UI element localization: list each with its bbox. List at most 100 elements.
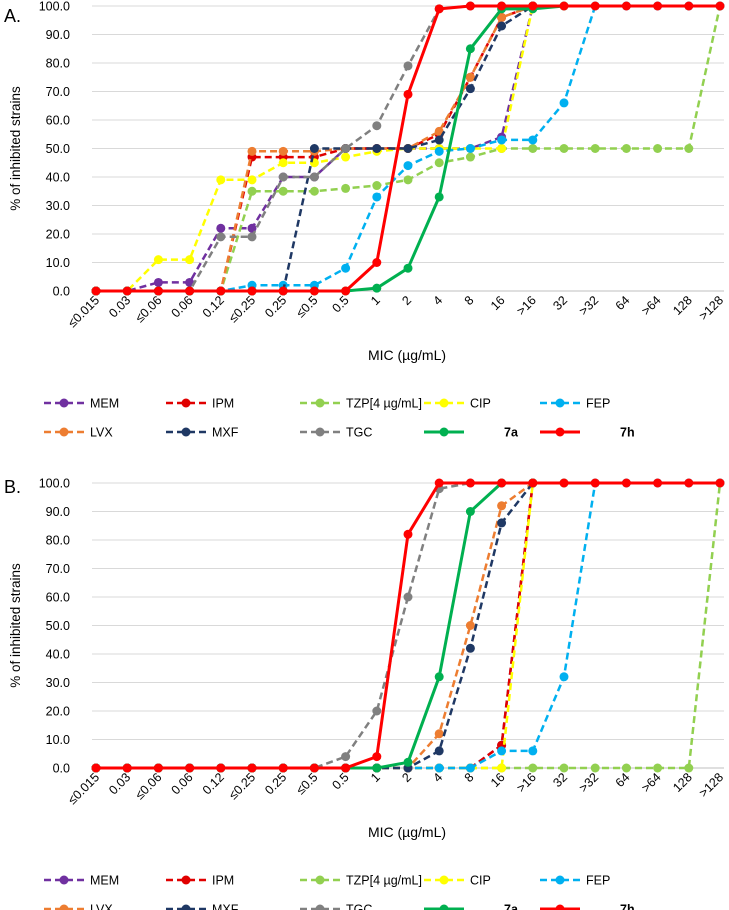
- x-tick-label: 2: [399, 770, 414, 785]
- x-tick-label: ≤0.25: [226, 770, 258, 802]
- data-point: [278, 158, 288, 168]
- data-point: [528, 144, 538, 153]
- x-tick-label: ≤0.25: [226, 293, 258, 325]
- y-tick-label: 80.0: [46, 57, 70, 71]
- legend-item: FEP: [540, 397, 610, 411]
- data-point: [465, 152, 475, 162]
- legend-label: 7h: [620, 426, 635, 440]
- data-point: [497, 144, 507, 153]
- data-point: [247, 763, 257, 773]
- x-tick-label: 8: [462, 770, 477, 785]
- x-tick-label: >64: [639, 770, 664, 795]
- data-point: [403, 144, 413, 153]
- data-point: [216, 286, 226, 296]
- legend-label: TZP[4 µg/mL]: [346, 397, 422, 411]
- legend-item: LVX: [44, 426, 113, 440]
- y-tick-label: 70.0: [46, 562, 70, 576]
- data-point: [403, 592, 413, 602]
- data-point: [216, 232, 226, 242]
- data-point: [465, 72, 475, 82]
- x-tick-label: >16: [514, 293, 539, 318]
- x-tick-label: 0.5: [330, 770, 352, 792]
- data-point: [528, 478, 538, 488]
- legend-label: LVX: [90, 426, 113, 440]
- x-tick-label: 128: [670, 770, 695, 795]
- x-tick-label: ≤0.5: [293, 770, 320, 797]
- legend-label: FEP: [586, 397, 610, 411]
- x-tick-label: 0.03: [106, 770, 133, 797]
- legend-item: 7a: [424, 903, 519, 910]
- data-point: [278, 146, 288, 156]
- data-point: [653, 763, 663, 773]
- legend-item: CIP: [424, 397, 491, 411]
- data-point: [372, 258, 382, 267]
- x-tick-label: 2: [399, 293, 414, 308]
- data-point: [372, 763, 382, 773]
- data-point: [559, 478, 569, 488]
- legend-item: 7h: [540, 426, 635, 440]
- legend-label: MXF: [212, 426, 239, 440]
- data-point: [715, 478, 725, 488]
- x-tick-label: 32: [550, 293, 570, 313]
- legend-marker: [315, 875, 325, 885]
- legend-marker: [59, 398, 69, 408]
- data-point: [309, 144, 319, 153]
- legend-label: 7a: [504, 426, 519, 440]
- data-point: [91, 763, 101, 773]
- data-point: [715, 1, 725, 11]
- x-tick-label: 0.06: [169, 293, 196, 320]
- data-point: [216, 175, 226, 185]
- x-tick-label: 16: [488, 293, 508, 313]
- data-point: [403, 161, 413, 171]
- x-tick-label: 64: [613, 770, 633, 790]
- legend-label: MEM: [90, 397, 119, 411]
- legend-marker: [181, 875, 191, 885]
- y-tick-label: 0.0: [53, 762, 70, 776]
- x-tick-label: 0.06: [169, 770, 196, 797]
- data-point: [653, 1, 663, 11]
- data-point: [403, 61, 413, 71]
- x-tick-label: 1: [368, 770, 383, 785]
- panel-label: B.: [4, 477, 21, 497]
- legend-label: CIP: [470, 874, 491, 888]
- y-tick-label: 30.0: [46, 199, 70, 213]
- data-point: [91, 286, 101, 296]
- data-point: [434, 126, 444, 136]
- data-point: [341, 263, 351, 273]
- data-point: [247, 175, 257, 185]
- data-point: [465, 621, 475, 630]
- legend-label: TZP[4 µg/mL]: [346, 874, 422, 888]
- legend-marker: [439, 427, 449, 437]
- data-point: [497, 21, 507, 31]
- data-point: [372, 283, 382, 293]
- data-point: [122, 763, 132, 773]
- data-point: [621, 478, 631, 488]
- data-point: [465, 1, 475, 11]
- legend-label: LVX: [90, 903, 113, 910]
- legend-marker: [555, 875, 565, 885]
- legend-marker: [59, 875, 69, 885]
- data-point: [403, 529, 413, 539]
- y-tick-label: 70.0: [46, 85, 70, 99]
- data-point: [153, 277, 163, 287]
- legend-item: MXF: [166, 903, 239, 910]
- legend-marker: [181, 904, 191, 910]
- data-point: [497, 135, 507, 145]
- legend: MEM IPM TZP[4 µg/mL] CIP FEP LVX MXF TGC 7a 7h: [44, 397, 635, 440]
- legend-marker: [315, 398, 325, 408]
- legend-label: IPM: [212, 397, 234, 411]
- data-point: [684, 763, 694, 773]
- data-point: [153, 763, 163, 773]
- data-point: [122, 286, 132, 296]
- legend-marker: [555, 427, 565, 437]
- data-point: [465, 643, 475, 653]
- data-point: [434, 746, 444, 756]
- y-axis-title: % of inhibited strains: [8, 86, 23, 211]
- data-point: [216, 223, 226, 233]
- legend-item: MEM: [44, 397, 119, 411]
- legend-item: IPM: [166, 874, 234, 888]
- data-point: [528, 135, 538, 145]
- y-tick-label: 20.0: [46, 705, 70, 719]
- data-point: [153, 286, 163, 296]
- x-tick-label: 0.25: [262, 770, 289, 797]
